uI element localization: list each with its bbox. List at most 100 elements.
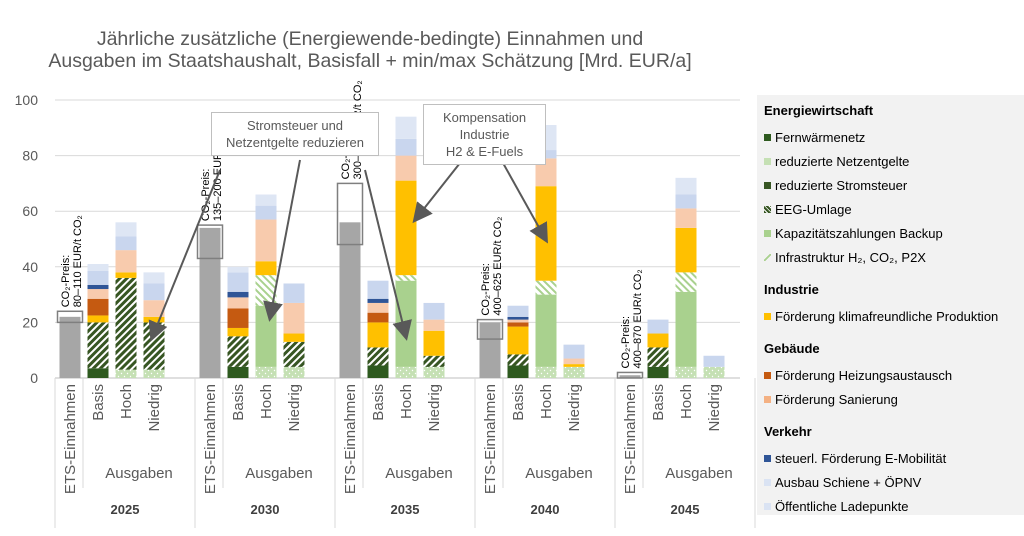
bar-segment-eeg-umlage: [647, 347, 669, 367]
legend-label: reduzierte Stromsteuer: [775, 178, 908, 193]
bar-segment-f-rderung-klimafreundliche-produktion: [535, 186, 557, 281]
bar-segment-f-rderung-klimafreundliche-produktion: [563, 364, 585, 367]
bar-segment-reduzierte-netzentgelte: [535, 366, 557, 378]
x-category-label: ETS-Einnahmen: [342, 384, 359, 494]
x-category-label: ETS-Einnahmen: [202, 384, 219, 494]
group-label-ausgaben: Ausgaben: [105, 465, 173, 482]
legend-item: EEG-Umlage: [764, 202, 852, 217]
bar-segment-reduzierte-netzentgelte: [563, 366, 585, 378]
annotation-kompensation: Kompensation Industrie H2 & E-Fuels: [423, 104, 546, 165]
bar-segment-ausbau-schiene-pnv: [647, 319, 669, 334]
ets-range-box-2025: [56, 310, 84, 324]
bar-segment-fernw-rmenetz: [647, 366, 669, 378]
year-label-2035: 2035: [391, 502, 420, 517]
legend-swatch: [764, 134, 771, 141]
bar-segment-f-rderung-klimafreundliche-produktion: [675, 227, 697, 273]
x-category-label: Hoch: [538, 384, 555, 419]
bar-segment-f-rderung-sanierung: [563, 358, 585, 365]
bar-segment-f-rderung-sanierung: [87, 289, 109, 299]
x-category-label: Niedrig: [426, 384, 443, 432]
bar-segment-infrastruktur-h-co-p2x: [395, 275, 417, 281]
group-label-ausgaben: Ausgaben: [245, 465, 313, 482]
bar-segment-ffentliche-ladepunkte: [227, 266, 249, 273]
bar-segment-eeg-umlage: [143, 322, 165, 370]
co2-price-line: CO₂-Preis:: [200, 169, 212, 222]
ets-range-box-2035: [336, 182, 364, 246]
bar-segment-f-rderung-sanierung: [507, 319, 529, 323]
bar-segment-eeg-umlage: [227, 336, 249, 367]
bar-segment-ausbau-schiene-pnv: [115, 236, 137, 251]
legend-swatch: [764, 455, 771, 462]
ets-range-box-2040: [476, 318, 504, 340]
annotation-kompensation-line-1: Kompensation: [442, 110, 527, 125]
co2-price-line: 400–870 EUR/t CO₂: [632, 269, 644, 368]
bar-segment-ausbau-schiene-pnv: [227, 272, 249, 292]
x-category-label: Hoch: [398, 384, 415, 419]
bar-segment-ausbau-schiene-pnv: [535, 150, 557, 159]
bar-segment-eeg-umlage: [507, 354, 529, 366]
legend-group-title: Gebäude: [764, 341, 820, 356]
legend-label: steuerl. Förderung E-Mobilität: [775, 451, 947, 466]
y-tick-label: 40: [22, 259, 38, 275]
bar-segment-ausbau-schiene-pnv: [703, 355, 725, 367]
bar-ets-einnahmen-2040: [479, 322, 501, 378]
x-category-label: Hoch: [258, 384, 275, 419]
bar-segment-kapazit-tszahlungen-backup: [255, 305, 277, 367]
bar-segment-f-rderung-klimafreundliche-produktion: [143, 316, 165, 323]
bar-segment-infrastruktur-h-co-p2x: [535, 280, 557, 295]
bar-segment-f-rderung-sanierung: [423, 319, 445, 331]
bar-segment-f-rderung-klimafreundliche-produktion: [395, 180, 417, 276]
x-category-label: ETS-Einnahmen: [482, 384, 499, 494]
legend-item: Förderung klimafreundliche Produktion: [764, 309, 998, 324]
legend-label: Öffentliche Ladepunkte: [775, 499, 909, 514]
bar-segment-f-rderung-sanierung: [255, 219, 277, 262]
bar-segment-f-rderung-sanierung: [395, 155, 417, 181]
legend-item: Fernwärmenetz: [764, 130, 865, 145]
group-label-ausgaben: Ausgaben: [525, 465, 593, 482]
legend-label: Kapazitätszahlungen Backup: [775, 226, 943, 241]
ets-range-box-2030: [196, 224, 224, 260]
bar-segment-steuerl-f-rderung-e-mobilit-t: [227, 291, 249, 298]
legend-label: Förderung Sanierung: [775, 392, 898, 407]
legend-item: Ausbau Schiene + ÖPNV: [764, 475, 921, 490]
year-label-2040: 2040: [531, 502, 560, 517]
bar-segment-ffentliche-ladepunkte: [115, 222, 137, 237]
legend-item: Öffentliche Ladepunkte: [764, 499, 908, 514]
bars: CO₂-Preis:80–110 EUR/t CO₂CO₂-Preis:135–…: [56, 80, 725, 379]
annotation-kompensation-line-3: H2 & E-Fuels: [445, 144, 524, 159]
co2-price-line: CO₂-Preis:: [620, 316, 632, 369]
annotation-stromsteuer-line-1: Stromsteuer und: [246, 118, 344, 133]
legend-label: Förderung Heizungsaustausch: [775, 368, 953, 383]
bar-segment-reduzierte-netzentgelte: [283, 366, 305, 378]
bar-segment-ffentliche-ladepunkte: [675, 177, 697, 195]
ets-range-box-2045: [616, 371, 644, 379]
bar-segment-f-rderung-klimafreundliche-produktion: [255, 261, 277, 276]
arrow-stromsteuer-2025: [148, 169, 221, 342]
group-label-ausgaben: Ausgaben: [385, 465, 453, 482]
bar-segment-infrastruktur-h-co-p2x: [255, 275, 277, 306]
bar-segment-f-rderung-sanierung: [367, 302, 389, 313]
bar-segment-reduzierte-netzentgelte: [703, 366, 725, 378]
bar-segment-ausbau-schiene-pnv: [87, 270, 109, 285]
bar-segment-ausbau-schiene-pnv: [507, 305, 529, 317]
legend-swatch: [764, 182, 771, 189]
legend-item: steuerl. Förderung E-Mobilität: [764, 451, 946, 466]
legend-swatch: [764, 372, 771, 379]
legend-group-title: Verkehr: [764, 424, 812, 439]
year-label-2030: 2030: [251, 502, 280, 517]
bar-segment-ausbau-schiene-pnv: [255, 205, 277, 220]
bar-ets-einnahmen-2035: [339, 222, 361, 378]
x-category-label: ETS-Einnahmen: [62, 384, 79, 494]
co2-price-line: CO₂-Preis:: [60, 255, 72, 308]
bar-segment-f-rderung-sanierung: [535, 158, 557, 187]
bar-segment-f-rderung-sanierung: [283, 302, 305, 334]
year-label-2045: 2045: [671, 502, 700, 517]
bar-segment-ffentliche-ladepunkte: [395, 116, 417, 139]
bar-segment-fernw-rmenetz: [227, 366, 249, 378]
y-tick-label: 20: [22, 314, 38, 330]
x-category-label: Basis: [510, 384, 527, 421]
co2-price-label-2040: CO₂-Preis:400–625 EUR/t CO₂: [480, 217, 504, 316]
bar-segment-reduzierte-netzentgelte: [395, 366, 417, 378]
bar-segment-f-rderung-sanierung: [675, 208, 697, 228]
chart-title-line-2: Ausgaben im Staatshaushalt, Basisfall + …: [48, 50, 692, 72]
